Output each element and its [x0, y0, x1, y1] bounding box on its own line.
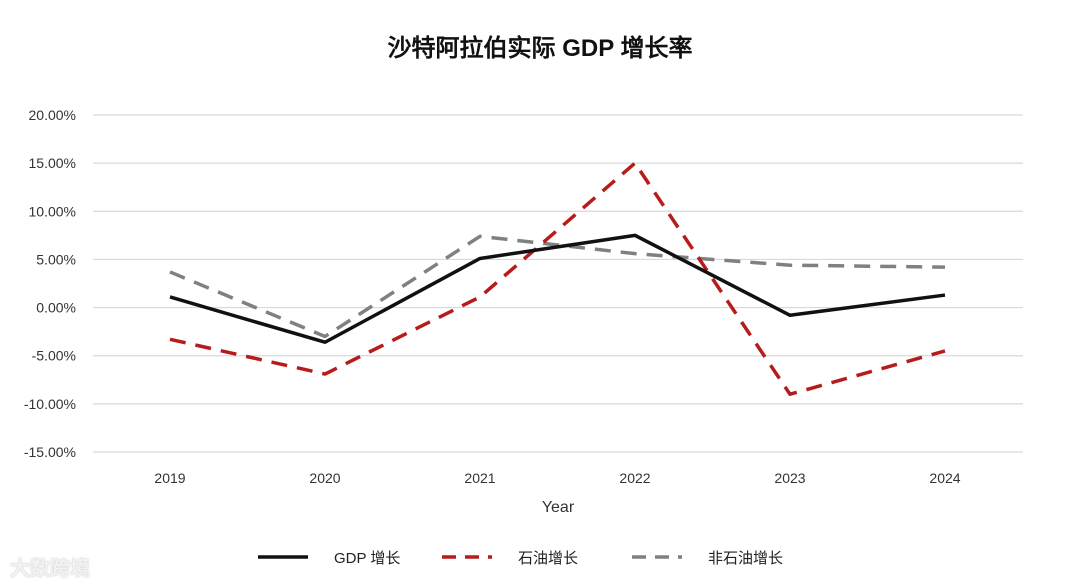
y-tick-label: -15.00% — [24, 444, 76, 460]
series-lines — [169, 161, 946, 396]
x-tick-label: 2020 — [309, 470, 340, 486]
series-line-2 — [169, 161, 946, 396]
x-axis-ticks: 2019 2020 2021 2022 2023 2024 — [154, 470, 960, 486]
y-tick-label: 0.00% — [36, 300, 76, 316]
x-tick-label: 2022 — [619, 470, 650, 486]
legend-label: 非石油增长 — [708, 550, 783, 567]
legend-label: 石油增长 — [518, 550, 578, 567]
watermark-logo: 大数跨境 — [10, 558, 90, 580]
y-tick-label: -5.00% — [32, 348, 76, 364]
y-axis-ticks: 20.00% 15.00% 10.00% 5.00% 0.00% -5.00% -10.00… — [24, 107, 76, 460]
gridlines — [93, 114, 1023, 453]
x-axis-label: Year — [542, 499, 575, 516]
y-tick-label: 15.00% — [29, 155, 76, 171]
x-tick-label: 2021 — [464, 470, 495, 486]
x-tick-label: 2019 — [154, 470, 185, 486]
x-tick-label: 2023 — [774, 470, 805, 486]
x-tick-label: 2024 — [929, 470, 960, 486]
y-tick-label: 20.00% — [29, 107, 76, 123]
legend-label: GDP 增长 — [334, 550, 400, 567]
y-tick-label: 5.00% — [36, 251, 76, 267]
series-line-3 — [169, 234, 946, 339]
legend: GDP 增长 石油增长 非石油增长 — [258, 550, 783, 567]
series-line-1 — [169, 233, 946, 344]
y-tick-label: 10.00% — [29, 203, 76, 219]
y-tick-label: -10.00% — [24, 396, 76, 412]
chart-title: 沙特阿拉伯实际 GDP 增长率 — [387, 35, 693, 62]
